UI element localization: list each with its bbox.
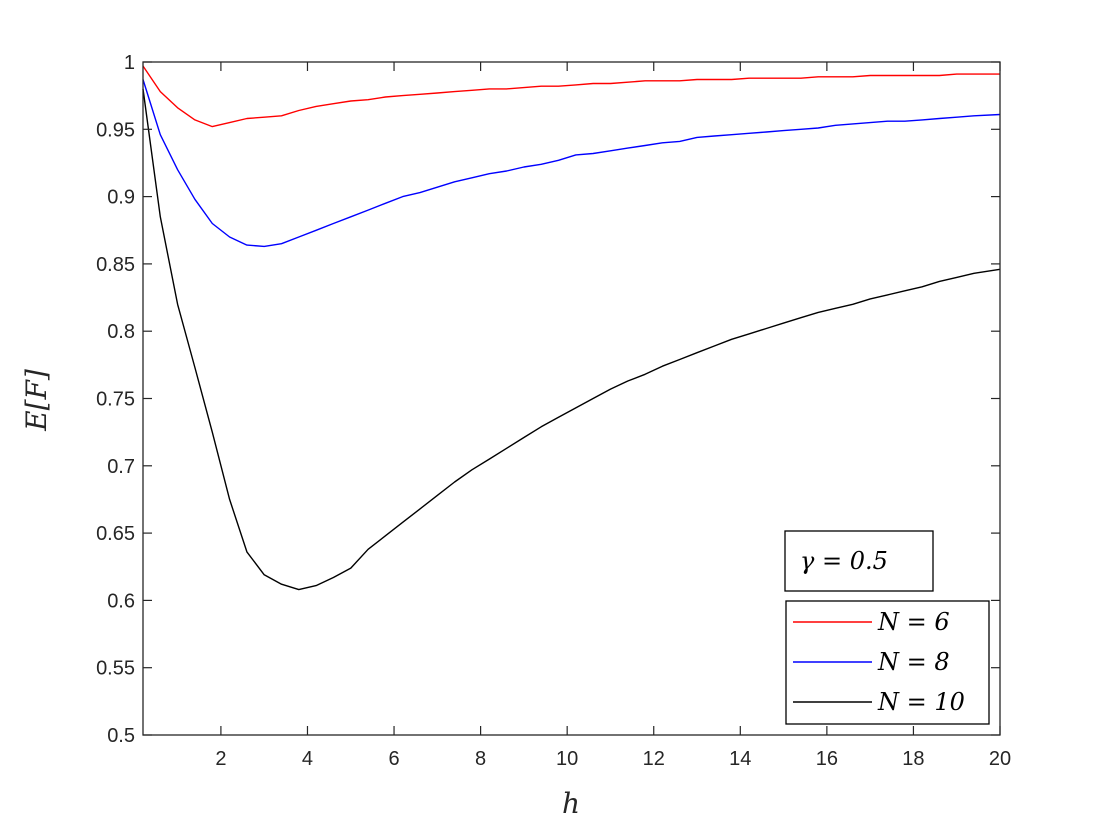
x-tick-label: 18 — [902, 748, 924, 770]
y-tick-label: 0.65 — [96, 523, 135, 545]
y-tick-label: 0.75 — [96, 389, 135, 411]
y-tick-label: 0.7 — [107, 456, 135, 478]
x-tick-label: 14 — [729, 748, 751, 770]
x-tick-label: 4 — [302, 748, 313, 770]
legend-label-2: N = 8 — [877, 648, 950, 676]
annotation-box: γ = 0.5 — [784, 530, 934, 592]
legend-items: N = 6 N = 8 N = 10 — [793, 608, 965, 716]
x-tick-labels: 2 4 6 8 10 12 14 16 18 20 — [215, 748, 1011, 770]
y-tick-label: 0.6 — [107, 590, 135, 612]
series-line-1 — [142, 65, 1000, 128]
x-tick-label: 2 — [215, 748, 226, 770]
series-lines — [142, 65, 1001, 591]
x-tick-label: 16 — [816, 748, 838, 770]
x-tick-label: 20 — [989, 748, 1011, 770]
y-tick-label: 0.9 — [107, 187, 135, 209]
y-tick-label: 0.95 — [96, 119, 135, 141]
x-tick-label: 6 — [388, 748, 399, 770]
y-tick-labels: 0.5 0.55 0.6 0.65 0.7 0.75 0.8 0.85 0.9 0.95 1 — [96, 52, 135, 747]
axes — [142, 61, 1001, 736]
series-line-3 — [142, 88, 1001, 591]
legend-label-1: N = 6 — [877, 608, 950, 636]
legend-label-3: N = 10 — [877, 688, 965, 716]
y-axis-label: E[F] — [20, 369, 53, 432]
x-axis-label: h — [562, 787, 580, 820]
annotation-text: γ = 0.5 — [800, 547, 888, 575]
y-tick-label: 0.55 — [96, 658, 135, 680]
series-line-2 — [142, 79, 1001, 248]
y-tick-label: 0.5 — [107, 725, 135, 747]
annotation-frame — [784, 530, 934, 592]
y-tick-label: 1 — [124, 52, 135, 74]
x-tick-label: 12 — [643, 748, 665, 770]
legend: N = 6 N = 8 N = 10 — [785, 600, 990, 725]
x-tick-label: 10 — [556, 748, 578, 770]
y-tick-label: 0.8 — [107, 321, 135, 343]
y-tick-label: 0.85 — [96, 254, 135, 276]
x-tick-label: 8 — [475, 748, 486, 770]
